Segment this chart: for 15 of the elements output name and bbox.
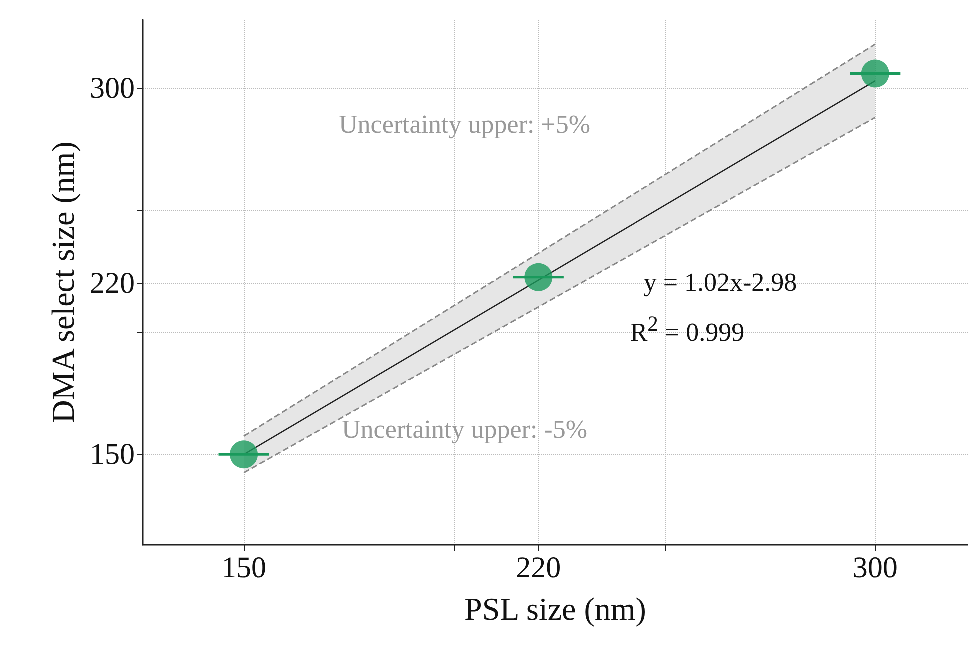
annotation: R$^{2}$ = 0.999 — [630, 312, 745, 348]
y-tick-label: 300 — [90, 72, 135, 105]
point — [230, 440, 258, 469]
point — [861, 60, 890, 88]
y-tick-label: 150 — [90, 438, 135, 472]
x-tick-label: 150 — [222, 552, 267, 584]
point — [524, 263, 553, 292]
x-tick-label: 300 — [852, 552, 898, 584]
x-axis-title: PSL size (nm) — [464, 591, 646, 627]
annotation: Uncertainty upper: -5% — [342, 414, 588, 444]
annotation: y = 1.02x-2.98 — [644, 268, 798, 298]
y-tick-label: 220 — [90, 267, 135, 300]
x-tick-label: 220 — [516, 552, 562, 584]
y-axis-title: DMA select size (nm) — [45, 142, 82, 424]
annotation: Uncertainty upper: +5% — [339, 110, 590, 140]
